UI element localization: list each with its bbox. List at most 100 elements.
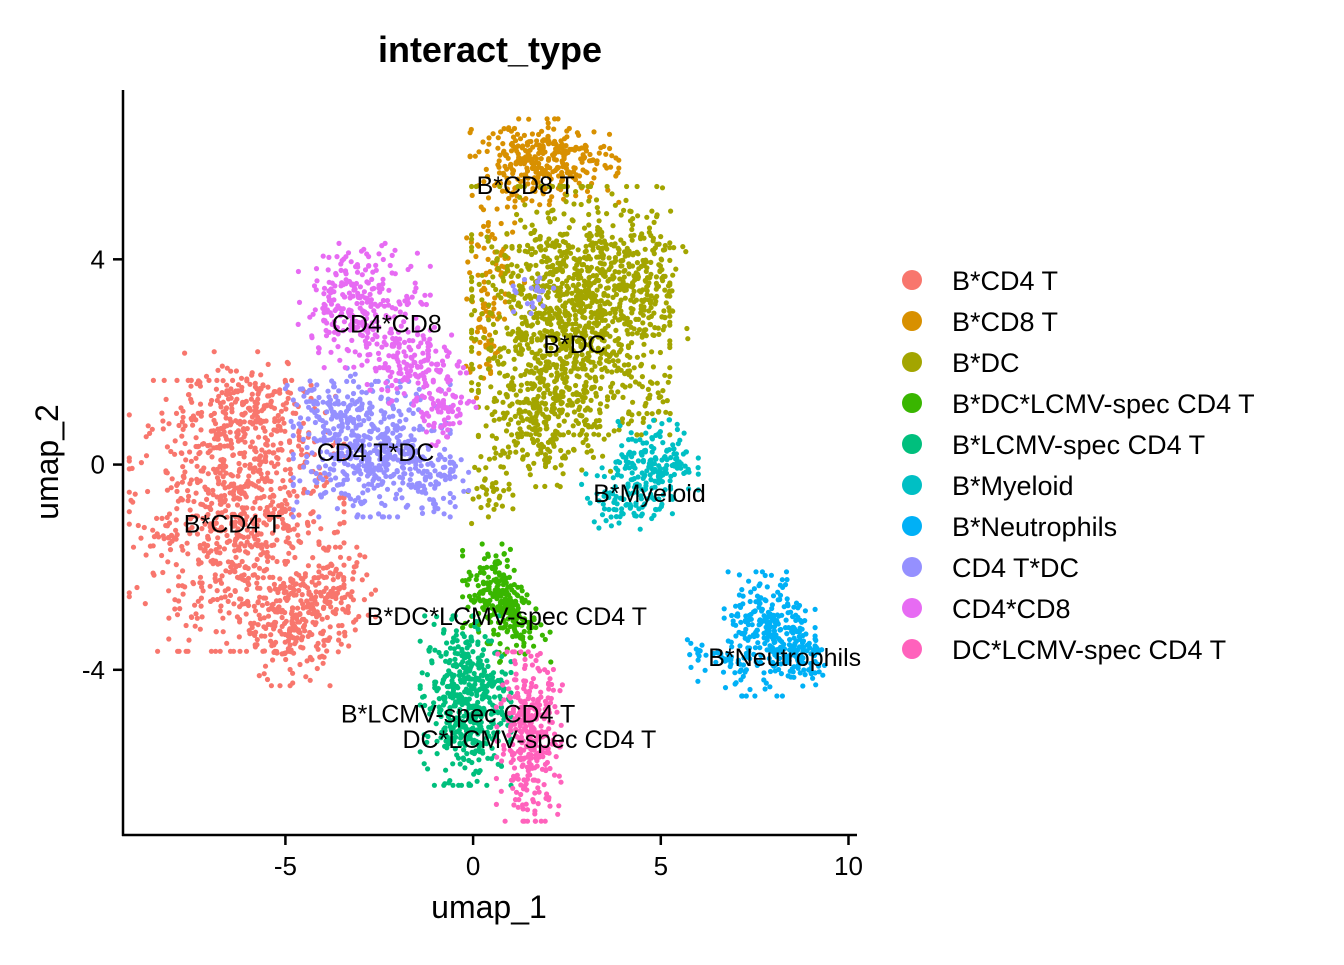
point: [484, 173, 491, 179]
point: [234, 574, 241, 580]
point: [308, 511, 314, 517]
point: [281, 651, 287, 657]
point: [268, 486, 274, 493]
point: [659, 314, 665, 320]
point: [684, 325, 690, 332]
point: [512, 220, 518, 226]
point: [249, 414, 255, 420]
point: [722, 685, 729, 691]
point: [164, 487, 170, 493]
point: [608, 523, 615, 529]
point: [542, 247, 549, 253]
point: [172, 597, 178, 603]
point: [485, 551, 491, 557]
point: [397, 418, 403, 424]
point: [756, 583, 762, 589]
point: [487, 310, 493, 316]
point: [557, 484, 563, 490]
point: [478, 374, 484, 381]
point: [597, 385, 604, 392]
point: [476, 281, 482, 287]
point: [514, 431, 521, 437]
point: [747, 598, 753, 605]
point: [210, 492, 216, 498]
point: [465, 660, 471, 666]
point: [279, 516, 285, 522]
point: [539, 353, 545, 359]
point: [239, 576, 245, 582]
point: [511, 356, 517, 362]
point: [752, 608, 758, 615]
point: [255, 478, 262, 484]
point: [539, 333, 545, 339]
point: [296, 443, 302, 449]
point: [571, 446, 577, 452]
point: [501, 126, 507, 132]
point: [228, 481, 234, 487]
point: [624, 315, 631, 321]
point: [502, 299, 508, 305]
point: [649, 449, 655, 455]
point: [517, 388, 524, 394]
point: [491, 417, 497, 423]
point: [556, 347, 562, 353]
point: [791, 674, 797, 680]
point: [264, 676, 271, 683]
point: [298, 644, 304, 650]
point: [324, 648, 330, 654]
point: [457, 761, 463, 767]
point: [500, 688, 507, 694]
point: [341, 540, 347, 546]
point: [273, 598, 280, 604]
point: [661, 308, 667, 314]
point: [530, 180, 537, 186]
point: [362, 554, 368, 560]
point: [195, 598, 201, 604]
point: [485, 663, 491, 670]
point: [477, 339, 483, 345]
point: [527, 466, 533, 472]
point: [495, 135, 501, 141]
point: [604, 403, 610, 409]
point: [533, 417, 539, 424]
point: [615, 389, 621, 395]
point: [464, 688, 470, 694]
point: [498, 129, 504, 135]
point: [486, 456, 493, 462]
point: [648, 298, 654, 304]
point: [509, 262, 515, 268]
point: [585, 183, 591, 190]
point: [441, 782, 447, 788]
series-2: [465, 183, 691, 527]
point: [571, 432, 577, 438]
point: [598, 248, 604, 254]
point: [294, 522, 300, 528]
point: [597, 303, 603, 309]
point: [488, 337, 495, 343]
point: [751, 633, 757, 640]
point: [416, 386, 422, 392]
point: [452, 656, 458, 663]
point: [621, 274, 627, 280]
point: [176, 574, 182, 580]
point: [477, 364, 483, 370]
point: [506, 486, 512, 492]
point: [660, 278, 666, 284]
point: [161, 377, 167, 383]
point: [651, 512, 657, 519]
point: [327, 635, 333, 641]
point: [671, 446, 677, 452]
point: [587, 343, 593, 349]
point: [547, 391, 553, 397]
point: [319, 573, 325, 579]
point: [558, 253, 565, 259]
point: [610, 306, 616, 312]
point: [235, 428, 241, 434]
point: [417, 685, 423, 692]
point: [481, 565, 487, 572]
point: [785, 603, 791, 609]
point: [579, 330, 585, 336]
point: [469, 232, 475, 238]
point: [662, 287, 668, 293]
point: [208, 506, 214, 513]
